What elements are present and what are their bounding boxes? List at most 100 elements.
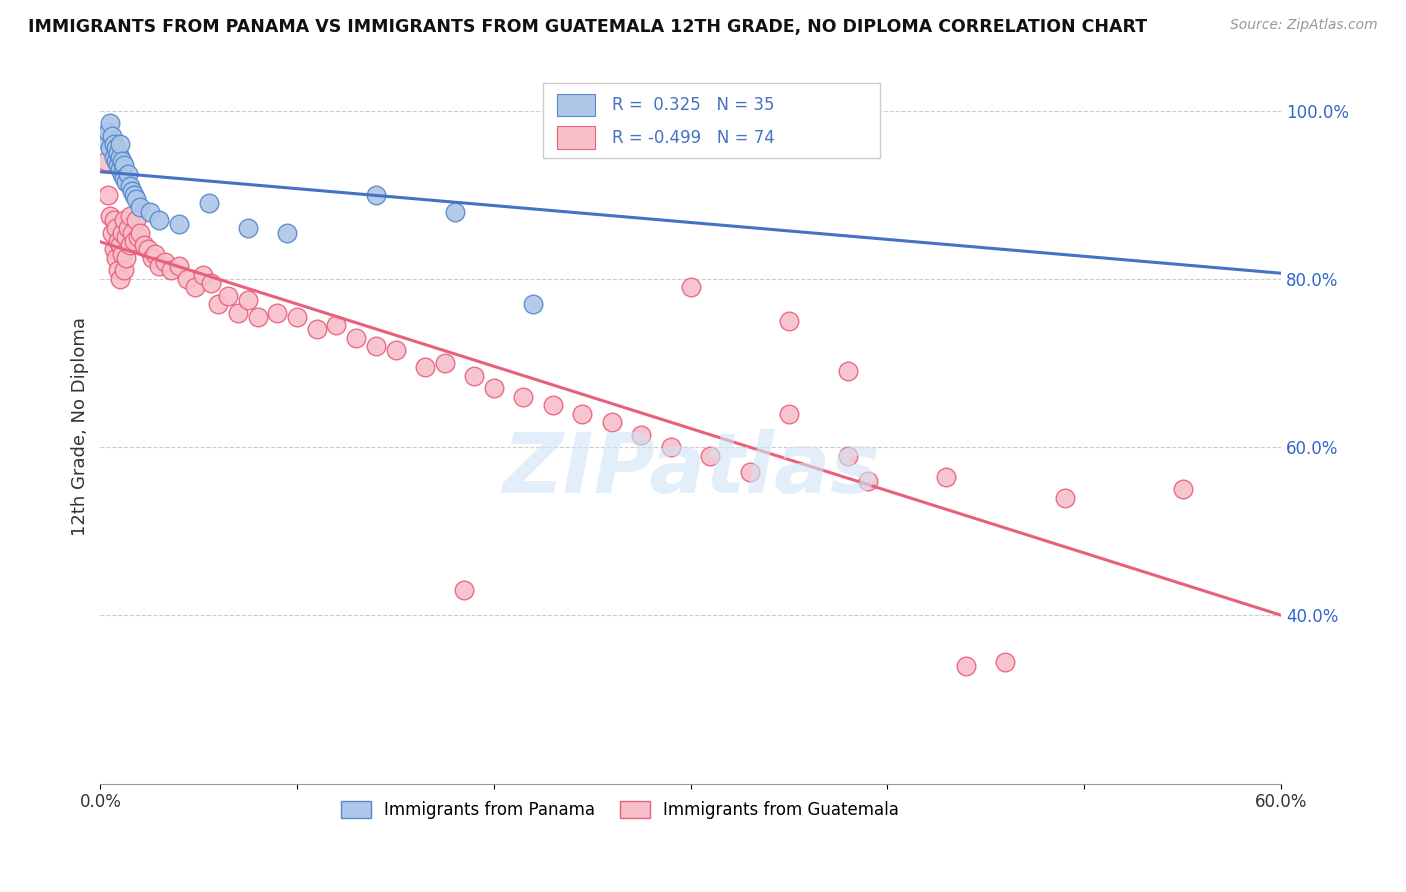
Point — [384, 343, 406, 358]
Point — [138, 204, 160, 219]
Point — [98, 209, 121, 223]
Point — [197, 196, 219, 211]
Point — [145, 246, 167, 260]
Point — [107, 263, 129, 277]
Point — [108, 137, 131, 152]
Point — [111, 246, 134, 260]
Point — [108, 150, 131, 164]
Point — [108, 238, 131, 252]
Text: R =  0.325   N = 35: R = 0.325 N = 35 — [612, 96, 775, 114]
Point — [121, 184, 143, 198]
Point — [364, 339, 387, 353]
Point — [463, 368, 485, 383]
Point — [121, 226, 143, 240]
Point — [364, 187, 387, 202]
Point — [305, 322, 328, 336]
Point — [512, 390, 534, 404]
Point — [107, 234, 129, 248]
Point — [118, 238, 141, 252]
Point — [128, 200, 150, 214]
Point — [108, 162, 131, 177]
Point — [111, 154, 134, 169]
Point — [103, 213, 125, 227]
Point — [105, 154, 128, 169]
Bar — [557, 94, 595, 117]
Point — [1171, 482, 1194, 496]
Point — [148, 259, 170, 273]
Text: ZIPatlas: ZIPatlas — [502, 428, 880, 509]
Point — [141, 251, 163, 265]
Point — [200, 276, 222, 290]
Point — [101, 128, 124, 143]
Legend: Immigrants from Panama, Immigrants from Guatemala: Immigrants from Panama, Immigrants from … — [333, 794, 905, 825]
Point — [522, 297, 544, 311]
Text: R = -0.499   N = 74: R = -0.499 N = 74 — [612, 129, 775, 147]
Point — [679, 280, 702, 294]
Point — [453, 583, 475, 598]
Point — [111, 167, 134, 181]
Point — [167, 217, 190, 231]
Point — [994, 655, 1017, 669]
Point — [160, 263, 183, 277]
Point — [285, 310, 308, 324]
Point — [103, 243, 125, 257]
Point — [122, 187, 145, 202]
Point — [955, 659, 977, 673]
Point — [236, 293, 259, 307]
Text: Source: ZipAtlas.com: Source: ZipAtlas.com — [1230, 18, 1378, 32]
Point — [136, 243, 159, 257]
Point — [97, 125, 120, 139]
Point — [1053, 491, 1076, 505]
Point — [856, 474, 879, 488]
Point — [217, 289, 239, 303]
Point — [105, 141, 128, 155]
Point — [630, 427, 652, 442]
Point — [246, 310, 269, 324]
Point — [112, 170, 135, 185]
Point — [125, 213, 148, 227]
Point — [541, 398, 564, 412]
Point — [738, 466, 761, 480]
Point — [266, 305, 288, 319]
Point — [571, 407, 593, 421]
Point — [132, 238, 155, 252]
Point — [482, 381, 505, 395]
Point — [105, 251, 128, 265]
Point — [125, 192, 148, 206]
Point — [111, 226, 134, 240]
Point — [96, 154, 118, 169]
Point — [112, 263, 135, 277]
Point — [344, 331, 367, 345]
Point — [112, 213, 135, 227]
Point — [155, 255, 177, 269]
Point — [118, 209, 141, 223]
Point — [935, 469, 957, 483]
Point — [117, 221, 139, 235]
Point — [105, 221, 128, 235]
Point — [148, 213, 170, 227]
Point — [128, 226, 150, 240]
Point — [118, 179, 141, 194]
Point — [97, 187, 120, 202]
Point — [325, 318, 347, 333]
Point — [115, 251, 138, 265]
Point — [433, 356, 456, 370]
Point — [837, 449, 859, 463]
Point — [600, 415, 623, 429]
Point — [108, 272, 131, 286]
Point — [413, 360, 436, 375]
Point — [778, 407, 800, 421]
Point — [112, 158, 135, 172]
Point — [236, 221, 259, 235]
Point — [98, 141, 121, 155]
Point — [837, 364, 859, 378]
Point — [184, 280, 207, 294]
Point — [659, 440, 682, 454]
Point — [107, 145, 129, 160]
Point — [207, 297, 229, 311]
Point — [122, 234, 145, 248]
Y-axis label: 12th Grade, No Diploma: 12th Grade, No Diploma — [72, 317, 89, 535]
Point — [107, 158, 129, 172]
Point — [127, 229, 149, 244]
Point — [167, 259, 190, 273]
